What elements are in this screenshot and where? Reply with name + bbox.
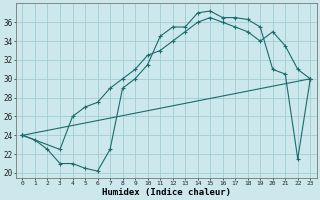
X-axis label: Humidex (Indice chaleur): Humidex (Indice chaleur) [102, 188, 231, 197]
